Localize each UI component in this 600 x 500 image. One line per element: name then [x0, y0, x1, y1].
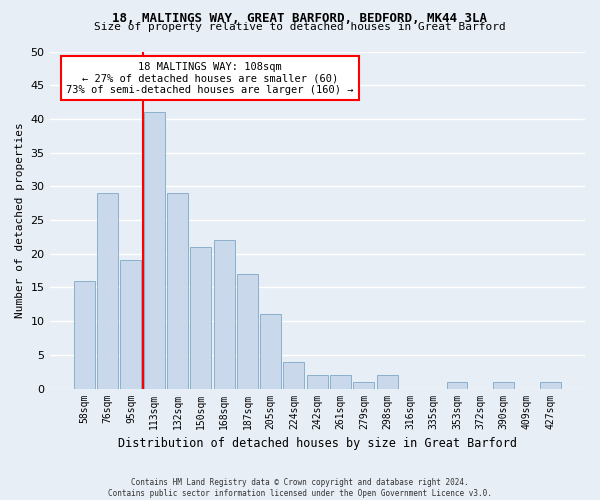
Bar [237, 274, 258, 388]
Text: Size of property relative to detached houses in Great Barford: Size of property relative to detached ho… [94, 22, 506, 32]
Text: 18 MALTINGS WAY: 108sqm
← 27% of detached houses are smaller (60)
73% of semi-de: 18 MALTINGS WAY: 108sqm ← 27% of detache… [67, 62, 354, 95]
Bar [377, 375, 398, 388]
Bar [167, 193, 188, 388]
Bar [74, 280, 95, 388]
Bar [539, 382, 560, 388]
X-axis label: Distribution of detached houses by size in Great Barford: Distribution of detached houses by size … [118, 437, 517, 450]
Bar [190, 247, 211, 388]
Bar [493, 382, 514, 388]
Bar [97, 193, 118, 388]
Bar [330, 375, 351, 388]
Bar [283, 362, 304, 388]
Text: Contains HM Land Registry data © Crown copyright and database right 2024.
Contai: Contains HM Land Registry data © Crown c… [108, 478, 492, 498]
Bar [260, 314, 281, 388]
Bar [214, 240, 235, 388]
Y-axis label: Number of detached properties: Number of detached properties [15, 122, 25, 318]
Bar [144, 112, 165, 388]
Text: 18, MALTINGS WAY, GREAT BARFORD, BEDFORD, MK44 3LA: 18, MALTINGS WAY, GREAT BARFORD, BEDFORD… [113, 12, 487, 26]
Bar [353, 382, 374, 388]
Bar [121, 260, 142, 388]
Bar [446, 382, 467, 388]
Bar [307, 375, 328, 388]
